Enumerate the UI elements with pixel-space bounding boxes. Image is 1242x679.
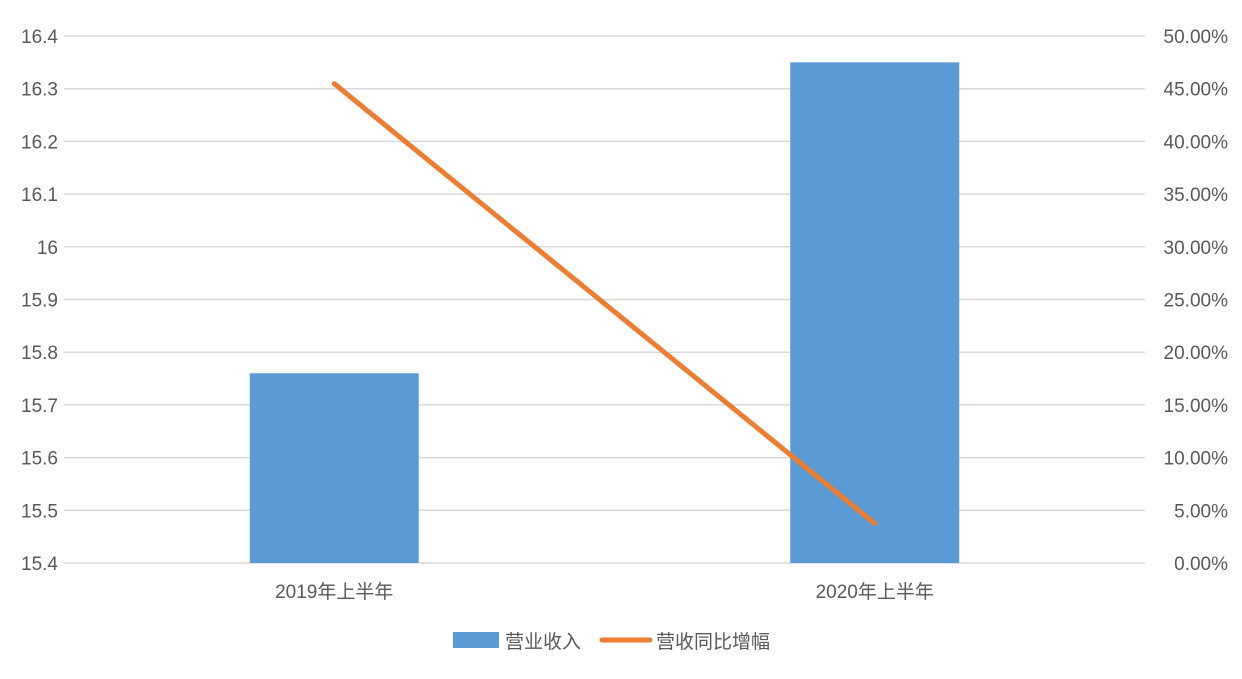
- bar: [790, 62, 959, 563]
- right-tick-label: 5.00%: [1174, 501, 1228, 522]
- right-tick-label: 0.00%: [1174, 554, 1228, 575]
- legend-label-growth: 营收同比增幅: [656, 631, 770, 653]
- left-tick-label: 15.7: [21, 396, 58, 417]
- right-tick-label: 45.00%: [1164, 80, 1229, 101]
- right-tick-label: 20.00%: [1164, 343, 1229, 364]
- right-tick-label: 15.00%: [1164, 396, 1229, 417]
- right-tick-label: 30.00%: [1164, 238, 1229, 259]
- left-tick-label: 16.3: [21, 80, 58, 101]
- left-tick-label: 15.5: [21, 501, 58, 522]
- legend: 营业收入 营收同比增幅: [453, 631, 770, 653]
- right-tick-label: 25.00%: [1164, 291, 1229, 312]
- left-tick-label: 16.1: [21, 185, 58, 206]
- right-tick-label: 10.00%: [1164, 449, 1229, 470]
- category-label: 2019年上半年: [275, 581, 393, 603]
- right-tick-label: 40.00%: [1164, 132, 1229, 153]
- left-tick-label: 16.2: [21, 132, 58, 153]
- right-tick-label: 35.00%: [1164, 185, 1229, 206]
- left-tick-label: 15.4: [21, 554, 58, 575]
- left-y-axis: 15.4 15.5 15.6 15.7 15.8 15.9 16 16.1 16.2 16.3 16…: [21, 27, 58, 575]
- legend-swatch-bar: [453, 632, 499, 648]
- left-tick-label: 16: [37, 238, 58, 259]
- left-tick-label: 15.6: [21, 449, 58, 470]
- right-y-axis: 0.00% 5.00% 10.00% 15.00% 20.00% 25.00% 30.00%…: [1164, 27, 1229, 575]
- bar-series: [250, 62, 960, 563]
- gridlines: [64, 36, 1145, 563]
- category-label: 2020年上半年: [816, 581, 934, 603]
- right-tick-label: 50.00%: [1164, 27, 1229, 48]
- left-tick-label: 15.9: [21, 291, 58, 312]
- x-axis-categories: 2019年上半年 2020年上半年: [275, 581, 934, 603]
- legend-label-revenue: 营业收入: [505, 631, 581, 653]
- left-tick-label: 15.8: [21, 343, 58, 364]
- left-tick-label: 16.4: [21, 27, 58, 48]
- bar: [250, 373, 419, 563]
